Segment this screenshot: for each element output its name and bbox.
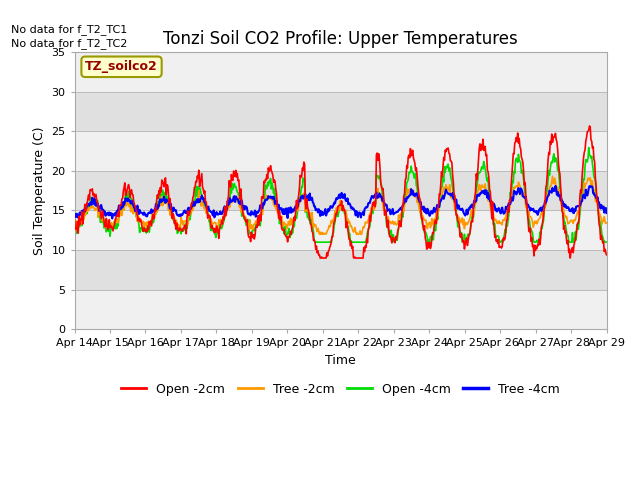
Title: Tonzi Soil CO2 Profile: Upper Temperatures: Tonzi Soil CO2 Profile: Upper Temperatur…: [163, 30, 518, 48]
Text: TZ_soilco2: TZ_soilco2: [85, 60, 158, 73]
Bar: [74, 290, 607, 329]
Bar: [74, 210, 607, 250]
Bar: [74, 131, 607, 171]
Legend: Open -2cm, Tree -2cm, Open -4cm, Tree -4cm: Open -2cm, Tree -2cm, Open -4cm, Tree -4…: [116, 378, 565, 401]
Y-axis label: Soil Temperature (C): Soil Temperature (C): [33, 126, 46, 255]
X-axis label: Time: Time: [325, 354, 356, 367]
Bar: [74, 52, 607, 92]
Text: No data for f_T2_TC2: No data for f_T2_TC2: [11, 38, 127, 49]
Text: No data for f_T2_TC1: No data for f_T2_TC1: [11, 24, 127, 35]
